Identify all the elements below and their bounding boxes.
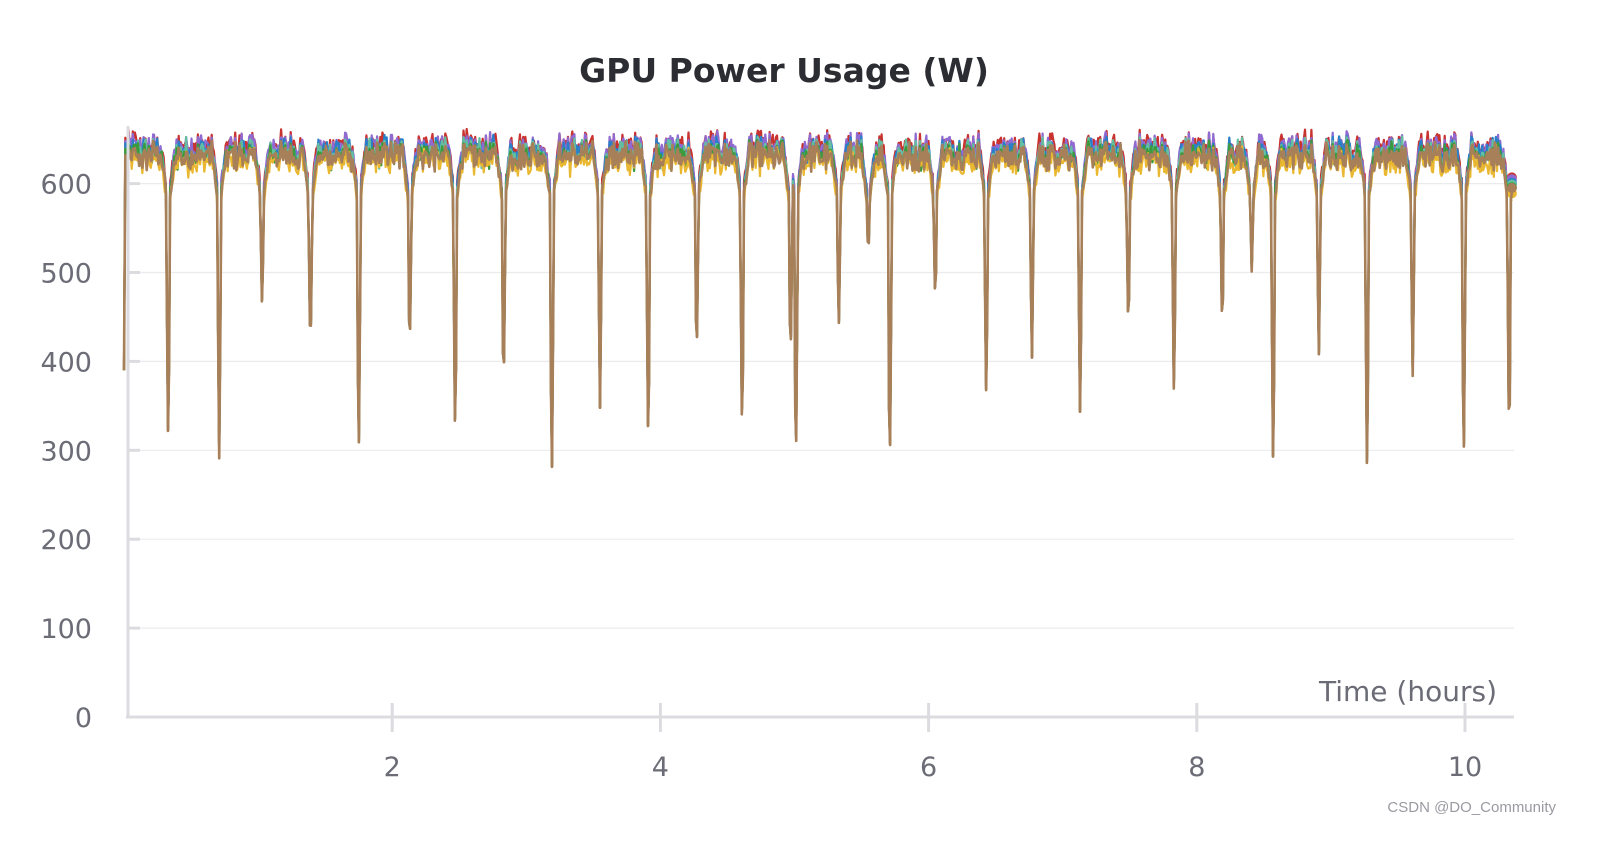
gridlines: [128, 183, 1514, 629]
y-tick-label: 300: [40, 436, 92, 467]
series-line-4: [122, 135, 1513, 468]
series-line-7: [122, 139, 1514, 469]
series-lines: [122, 127, 1517, 469]
axes: [126, 126, 1514, 732]
series-endpoint-7: [1506, 183, 1517, 193]
y-tick-label: 200: [40, 525, 92, 556]
x-tick-label: 6: [920, 752, 937, 783]
x-tick-labels: 2 4 6 8 10: [384, 752, 1483, 783]
y-tick-labels: 0 100 200 300 400 500 600: [40, 170, 92, 734]
series-line-1: [122, 127, 1513, 468]
series-line-3: [122, 133, 1513, 468]
watermark: CSDN @DO_Community: [1387, 799, 1556, 816]
y-tick-label: 0: [75, 703, 92, 734]
series-line-5: [122, 138, 1513, 468]
x-axis-label: Time (hours): [1318, 675, 1497, 708]
x-tick-label: 8: [1188, 752, 1205, 783]
series-line-6: [122, 143, 1513, 468]
y-tick-label: 100: [40, 614, 92, 645]
x-tick-label: 2: [384, 752, 401, 783]
chart-title: GPU Power Usage (W): [579, 51, 989, 90]
y-tick-label: 600: [40, 170, 92, 201]
y-tick-label: 400: [40, 347, 92, 378]
series-line-2: [122, 129, 1513, 468]
x-tick-label: 10: [1448, 752, 1482, 783]
x-tick-label: 4: [652, 752, 669, 783]
y-tick-label: 500: [40, 259, 92, 290]
